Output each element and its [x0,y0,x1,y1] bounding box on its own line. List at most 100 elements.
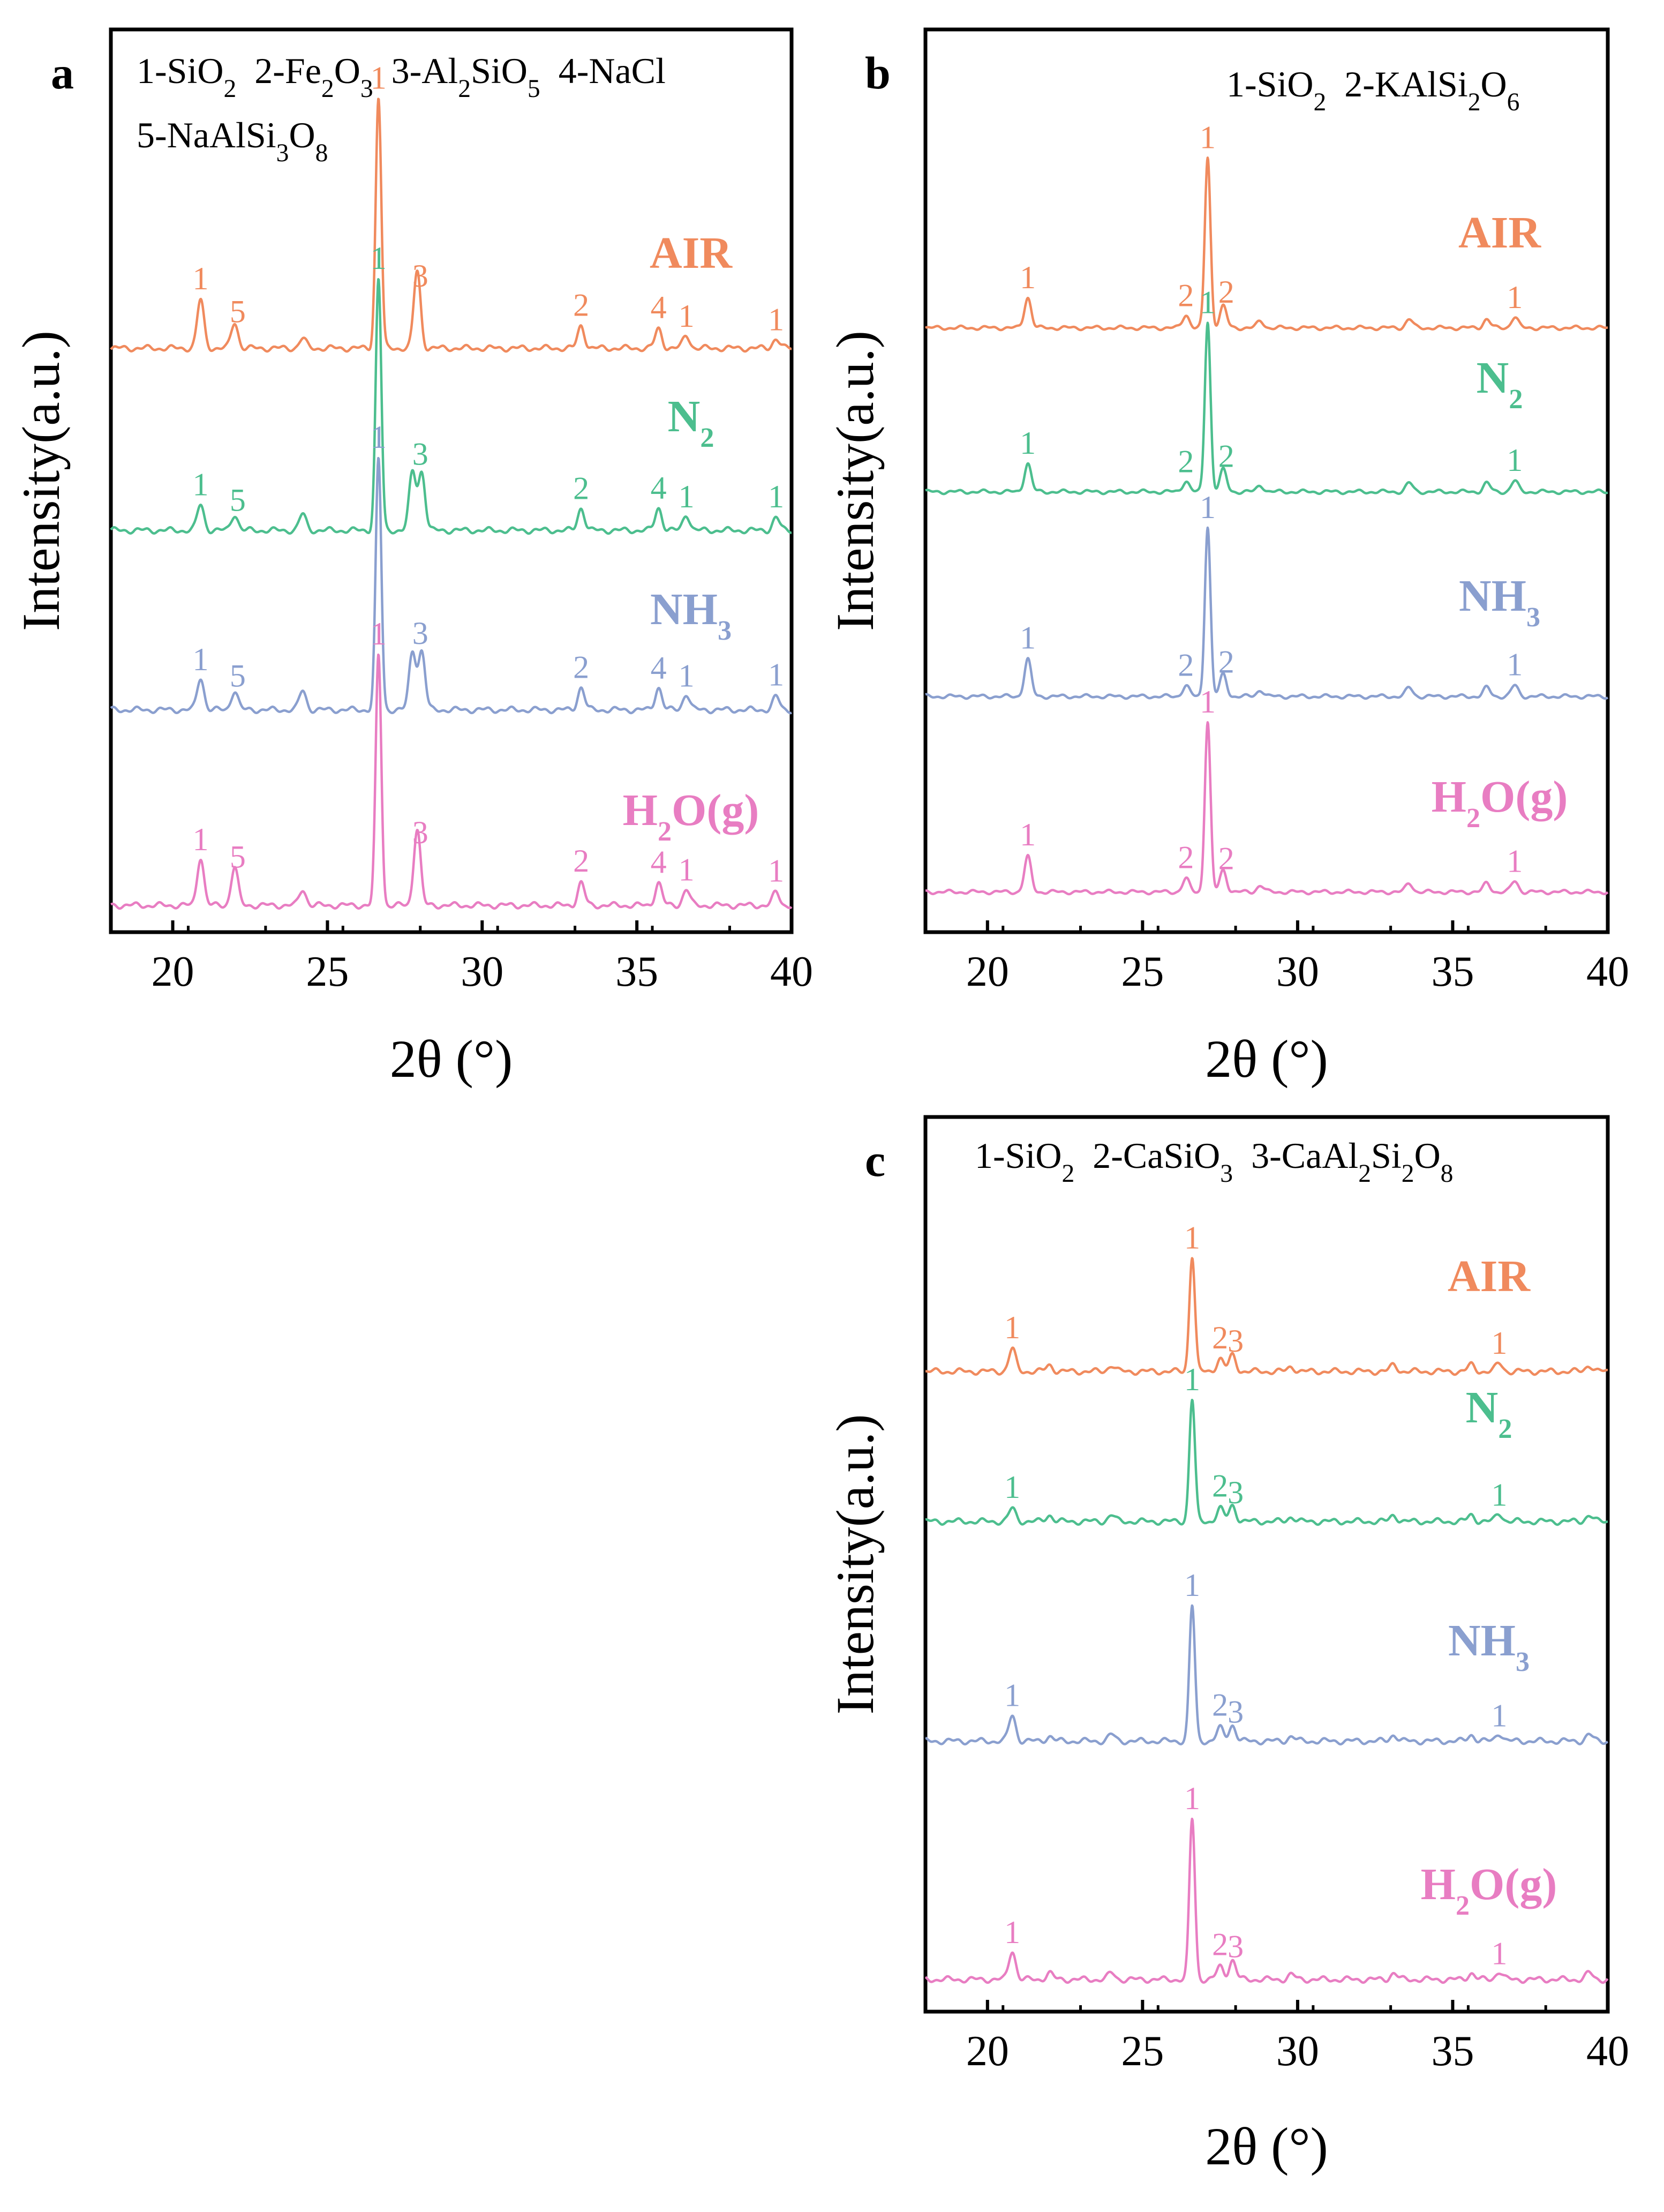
peak-index-label: 2 [1178,839,1194,875]
plot-frame [109,27,794,934]
panel-b: b 1-SiO2 2-KAlSi2O6 20 25 30 35 40 2θ (°) Intens… [825,27,1629,1089]
x-tick-label: 30 [1276,948,1319,995]
series-n2: 1 1 23 1 N2 [924,1362,1609,1526]
xrd-pattern-line [924,1604,1609,1746]
x-axis-label: 2θ (°) [1205,2117,1328,2176]
series-h2og: 1 2 1 2 1 H2O(g) [924,684,1609,896]
plot-frame [923,27,1610,934]
series-h2og: 1 1 23 1 H2O(g) [924,1781,1609,1984]
peak-index-label: 1 [679,658,695,694]
peak-index-label: 1 [1004,1310,1020,1345]
peak-index-label: 4 [651,470,667,506]
xrd-pattern-line [110,98,793,353]
xrd-pattern-line [110,653,793,910]
x-tick-label: 20 [966,2028,1009,2075]
peak-index-label: 1 [1507,843,1523,879]
peak-index-label: 1 [679,298,695,334]
peak-index-label: 5 [230,482,246,518]
peak-index-label: 2 [1212,1926,1228,1962]
peak-index-label: 1 [1200,119,1216,155]
peak-index-label: 2 [1218,274,1234,310]
peak-index-label: 1 [1507,280,1523,315]
panel-letter: b [865,47,891,99]
phase-legend-line: 1-SiO2 2-Fe2O3 3-Al2SiO5 4-NaCl [137,50,666,103]
peak-index-label: 3 [412,258,428,294]
x-axis-label: 2θ (°) [390,1029,513,1089]
peak-index-label: 1 [193,642,209,677]
peak-index-label: 2 [1218,438,1234,474]
xrd-pattern-line [924,1398,1609,1526]
xrd-pattern-line [924,721,1609,896]
peak-index-label: 3 [412,436,428,471]
series-nh3: 1 2 1 2 1 NH3 [924,490,1609,700]
peak-index-label: 1 [371,241,387,276]
x-tick-label: 35 [1431,2028,1474,2075]
x-tick-label: 20 [152,948,194,995]
peak-index-label: 2 [1178,648,1194,683]
peak-index-label: 1 [193,261,209,296]
series-nh3: 1 1 23 1 NH3 [924,1568,1609,1746]
xrd-pattern-line [924,1817,1609,1984]
series-label: AIR [650,228,733,278]
panel-letter: a [51,47,74,99]
peak-index-label: 4 [651,844,667,880]
peak-index-label: 4 [651,650,667,685]
peak-index-label: 3 [412,616,428,651]
x-tick-label: 30 [461,948,503,995]
series-label: N2 [1477,353,1523,415]
peak-index-label: 2 [1178,278,1194,313]
y-axis-label: Intensity(a.u.) [11,331,71,631]
peak-index-label: 1 [768,853,784,888]
x-tick-label: 35 [1431,948,1474,995]
peak-index-label: 2 [573,649,589,685]
peak-index-label: 3 [1228,1475,1244,1510]
peak-index-label: 1 [1491,1698,1507,1734]
x-tick-label: 35 [615,948,658,995]
peak-index-label: 1 [193,822,209,857]
x-tick-label: 25 [306,948,349,995]
peak-index-label: 2 [1218,841,1234,876]
xrd-pattern-line [924,1257,1609,1376]
peak-index-label: 3 [1228,1323,1244,1359]
series-label: NH3 [1448,1616,1530,1677]
panel-a: a 1-SiO2 2-Fe2O3 3-Al2SiO5 4-NaCl 5-NaAlSi… [11,27,813,1089]
peak-index-label: 1 [371,419,387,455]
peak-index-label: 1 [1200,684,1216,719]
xrd-pattern-line [924,526,1609,700]
peak-index-label: 2 [1212,1320,1228,1355]
x-tick-label: 40 [1586,2028,1629,2075]
peak-index-label: 2 [573,288,589,323]
x-tick-label: 30 [1276,2028,1319,2075]
xrd-pattern-line [924,156,1609,332]
x-tick-label: 20 [966,948,1009,995]
peak-index-label: 1 [1020,620,1036,655]
phase-legend-line: 5-NaAlSi3O8 [137,115,328,167]
peak-index-label: 4 [651,289,667,325]
peak-index-label: 1 [1020,817,1036,852]
series-label: H2O(g) [623,785,759,847]
series-label: AIR [1458,208,1541,258]
peak-index-label: 1 [1491,1477,1507,1512]
peak-index-label: 1 [768,657,784,693]
panel-c: c 1-SiO2 2-CaSiO3 3-CaAl2Si2O8 20 25 30 35 40 2… [825,1115,1629,2176]
peak-index-label: 1 [1184,1568,1200,1603]
peak-index-label: 1 [768,479,784,514]
peak-index-label: 1 [371,60,387,95]
series-label: NH3 [1459,571,1540,633]
peak-index-label: 2 [1218,644,1234,679]
peak-index-label: 3 [412,815,428,850]
peak-index-label: 1 [1491,1936,1507,1971]
peak-index-label: 2 [573,843,589,879]
peak-index-label: 2 [1178,444,1194,479]
x-tick-label: 40 [1586,948,1629,995]
peak-index-label: 1 [1507,443,1523,478]
peak-index-label: 1 [679,479,695,514]
panel-letter: c [865,1135,885,1186]
peak-index-label: 1 [1491,1325,1507,1361]
peak-index-label: 1 [1020,425,1036,461]
peak-index-label: 1 [1020,260,1036,295]
peak-index-label: 2 [1212,1687,1228,1722]
